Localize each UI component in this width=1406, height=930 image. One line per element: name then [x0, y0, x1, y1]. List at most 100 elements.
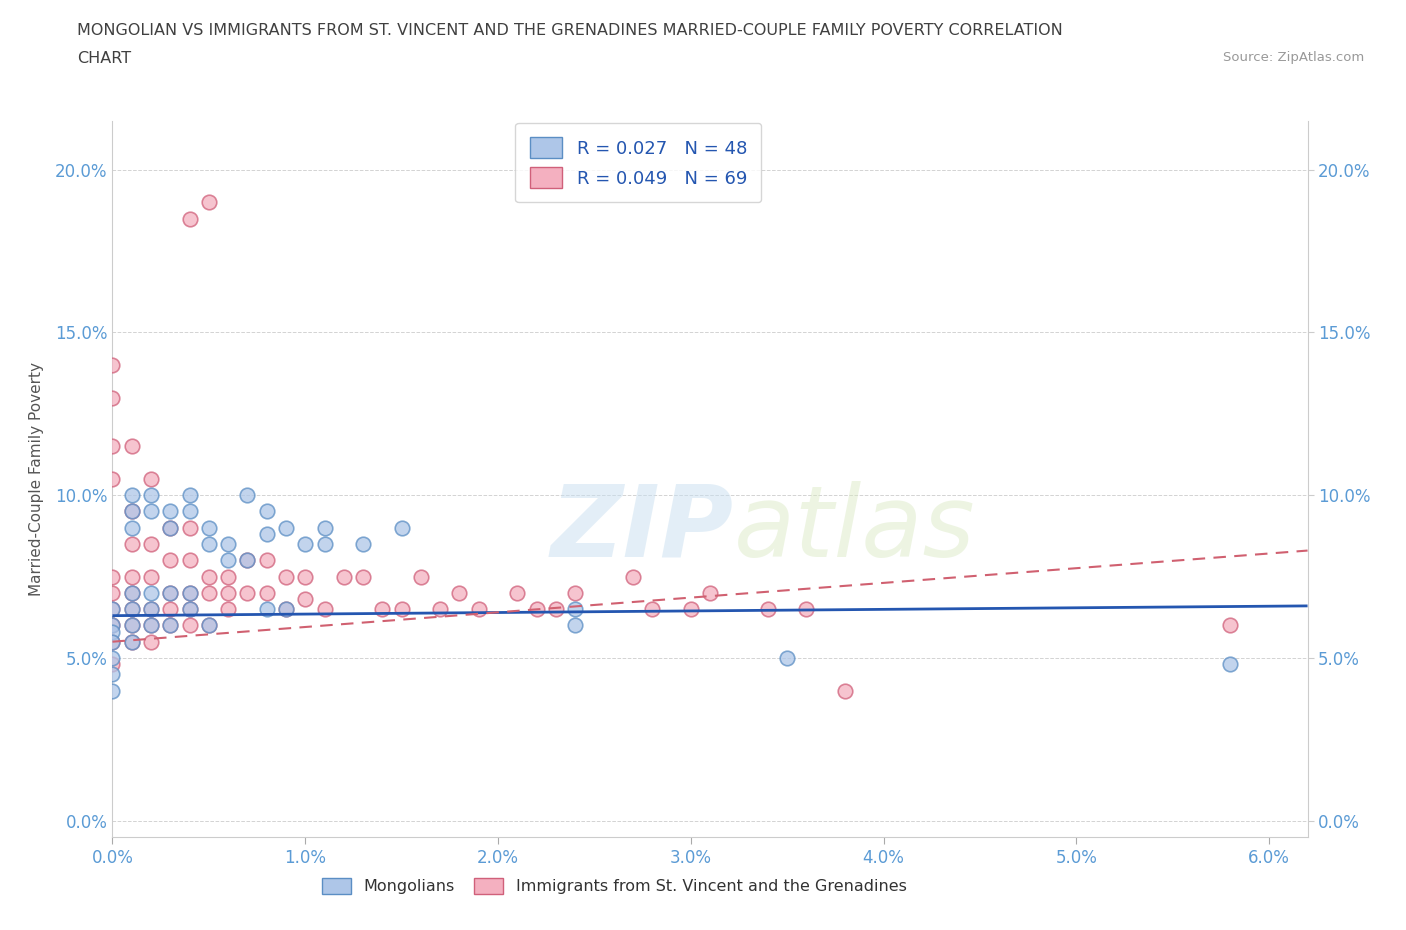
Point: [101, 472, 124, 486]
Point: [391, 521, 413, 536]
Point: [139, 586, 162, 601]
Point: [139, 472, 162, 486]
Point: [179, 211, 201, 226]
Point: [121, 569, 143, 584]
Point: [294, 537, 316, 551]
Point: [1219, 657, 1241, 671]
Y-axis label: Married-Couple Family Poverty: Married-Couple Family Poverty: [30, 362, 44, 596]
Point: [333, 569, 356, 584]
Point: [371, 602, 394, 617]
Point: [198, 618, 221, 633]
Point: [256, 526, 278, 541]
Point: [314, 537, 336, 551]
Point: [256, 586, 278, 601]
Point: [159, 521, 181, 536]
Point: [179, 552, 201, 567]
Point: [101, 586, 124, 601]
Point: [101, 618, 124, 633]
Point: [159, 552, 181, 567]
Point: [101, 618, 124, 633]
Point: [699, 586, 721, 601]
Point: [641, 602, 664, 617]
Point: [179, 521, 201, 536]
Point: [409, 569, 432, 584]
Point: [756, 602, 779, 617]
Point: [101, 390, 124, 405]
Point: [121, 521, 143, 536]
Point: [139, 537, 162, 551]
Point: [159, 618, 181, 633]
Point: [159, 618, 181, 633]
Point: [159, 586, 181, 601]
Point: [179, 487, 201, 502]
Point: [217, 586, 239, 601]
Point: [139, 569, 162, 584]
Point: [834, 683, 856, 698]
Point: [429, 602, 451, 617]
Point: [101, 667, 124, 682]
Point: [121, 602, 143, 617]
Point: [179, 602, 201, 617]
Point: [101, 625, 124, 640]
Point: [256, 552, 278, 567]
Point: [101, 602, 124, 617]
Point: [467, 602, 489, 617]
Point: [139, 618, 162, 633]
Point: [274, 602, 297, 617]
Text: atlas: atlas: [734, 481, 976, 578]
Point: [101, 683, 124, 698]
Text: ZIP: ZIP: [551, 481, 734, 578]
Point: [159, 602, 181, 617]
Point: [526, 602, 548, 617]
Point: [121, 487, 143, 502]
Point: [101, 657, 124, 671]
Point: [121, 602, 143, 617]
Point: [796, 602, 818, 617]
Point: [198, 537, 221, 551]
Point: [294, 592, 316, 607]
Point: [544, 602, 567, 617]
Point: [121, 439, 143, 454]
Point: [391, 602, 413, 617]
Point: [139, 602, 162, 617]
Legend: Mongolians, Immigrants from St. Vincent and the Grenadines: Mongolians, Immigrants from St. Vincent …: [316, 871, 912, 900]
Point: [274, 602, 297, 617]
Point: [256, 602, 278, 617]
Point: [121, 634, 143, 649]
Point: [217, 537, 239, 551]
Point: [274, 569, 297, 584]
Point: [564, 618, 586, 633]
Point: [121, 537, 143, 551]
Point: [217, 602, 239, 617]
Point: [256, 504, 278, 519]
Point: [314, 521, 336, 536]
Text: Source: ZipAtlas.com: Source: ZipAtlas.com: [1223, 51, 1364, 64]
Point: [101, 651, 124, 666]
Point: [198, 195, 221, 210]
Point: [101, 357, 124, 372]
Point: [217, 569, 239, 584]
Point: [198, 569, 221, 584]
Point: [564, 602, 586, 617]
Point: [294, 569, 316, 584]
Point: [139, 618, 162, 633]
Point: [179, 618, 201, 633]
Point: [159, 586, 181, 601]
Point: [776, 651, 799, 666]
Point: [449, 586, 471, 601]
Point: [139, 602, 162, 617]
Point: [121, 504, 143, 519]
Point: [236, 552, 259, 567]
Point: [198, 618, 221, 633]
Point: [101, 569, 124, 584]
Point: [564, 586, 586, 601]
Point: [179, 504, 201, 519]
Point: [236, 586, 259, 601]
Point: [179, 586, 201, 601]
Point: [506, 586, 529, 601]
Point: [101, 634, 124, 649]
Point: [159, 504, 181, 519]
Point: [236, 552, 259, 567]
Point: [679, 602, 702, 617]
Point: [236, 487, 259, 502]
